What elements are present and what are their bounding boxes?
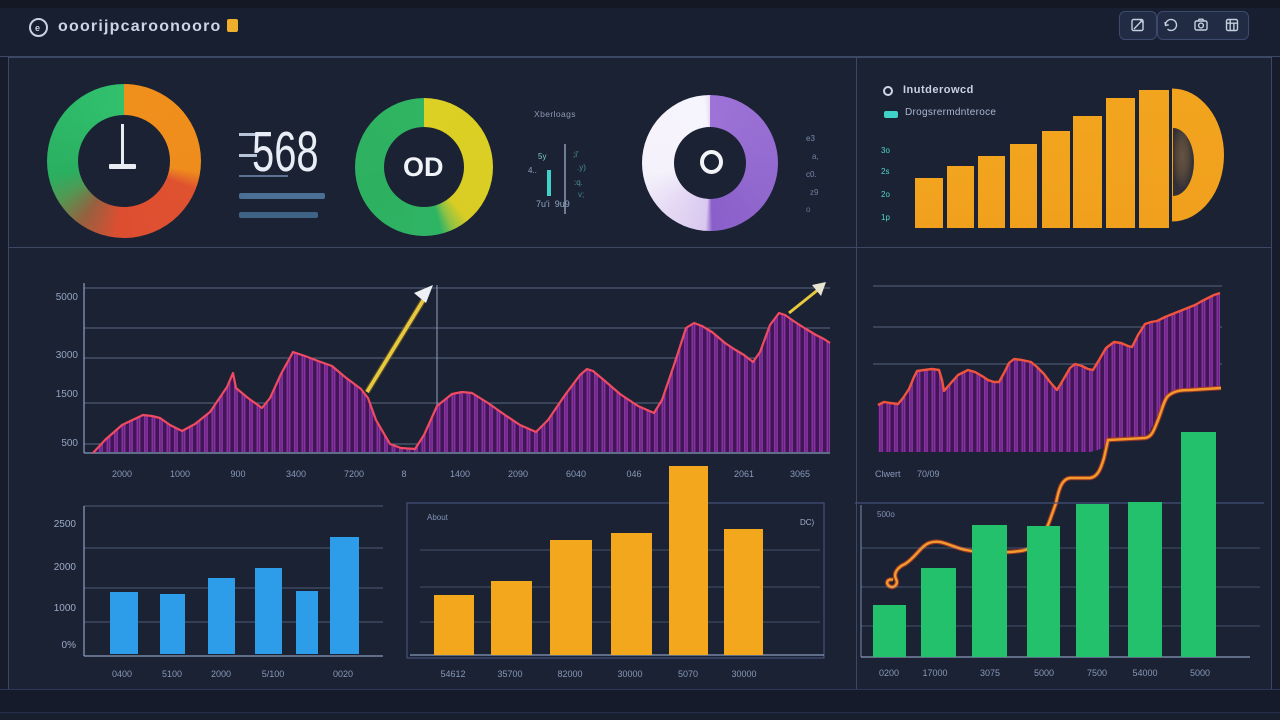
svg-text:5100: 5100 <box>162 669 182 679</box>
svg-text:500o: 500o <box>877 510 895 519</box>
svg-text:About: About <box>427 513 449 522</box>
svg-text:70/09: 70/09 <box>917 469 940 479</box>
svg-text:0400: 0400 <box>112 669 132 679</box>
svg-text:1500: 1500 <box>56 389 79 400</box>
svg-text:5/100: 5/100 <box>262 669 285 679</box>
svg-text:500: 500 <box>61 438 78 449</box>
svg-text:54612: 54612 <box>440 669 465 679</box>
svg-text:DC): DC) <box>800 518 815 527</box>
svg-text:Clwert: Clwert <box>875 469 901 479</box>
svg-text:1000: 1000 <box>54 603 77 614</box>
svg-text:2000: 2000 <box>112 469 132 479</box>
svg-text:046: 046 <box>626 469 641 479</box>
svg-text:0%: 0% <box>62 640 77 651</box>
svg-text:6040: 6040 <box>566 469 586 479</box>
svg-text:2500: 2500 <box>54 519 77 530</box>
svg-text:3065: 3065 <box>790 469 810 479</box>
svg-text:1400: 1400 <box>450 469 470 479</box>
svg-text:0200: 0200 <box>879 668 899 678</box>
svg-text:3400: 3400 <box>286 469 306 479</box>
svg-text:7500: 7500 <box>1087 668 1107 678</box>
svg-text:54000: 54000 <box>1132 668 1157 678</box>
svg-text:30000: 30000 <box>731 669 756 679</box>
svg-text:0020: 0020 <box>333 669 353 679</box>
svg-text:900: 900 <box>230 469 245 479</box>
svg-text:5000: 5000 <box>1034 668 1054 678</box>
svg-text:30000: 30000 <box>617 669 642 679</box>
svg-text:5000: 5000 <box>56 292 79 303</box>
svg-text:2000: 2000 <box>211 669 231 679</box>
svg-text:5000: 5000 <box>1190 668 1210 678</box>
svg-text:2090: 2090 <box>508 469 528 479</box>
svg-text:17000: 17000 <box>922 668 947 678</box>
svg-text:35700: 35700 <box>497 669 522 679</box>
svg-text:2061: 2061 <box>734 469 754 479</box>
svg-text:8: 8 <box>401 469 406 479</box>
svg-text:82000: 82000 <box>557 669 582 679</box>
svg-text:1000: 1000 <box>170 469 190 479</box>
svg-text:7200: 7200 <box>344 469 364 479</box>
svg-text:2000: 2000 <box>54 562 77 573</box>
svg-text:3000: 3000 <box>56 350 79 361</box>
svg-text:3075: 3075 <box>980 668 1000 678</box>
svg-text:5070: 5070 <box>678 669 698 679</box>
